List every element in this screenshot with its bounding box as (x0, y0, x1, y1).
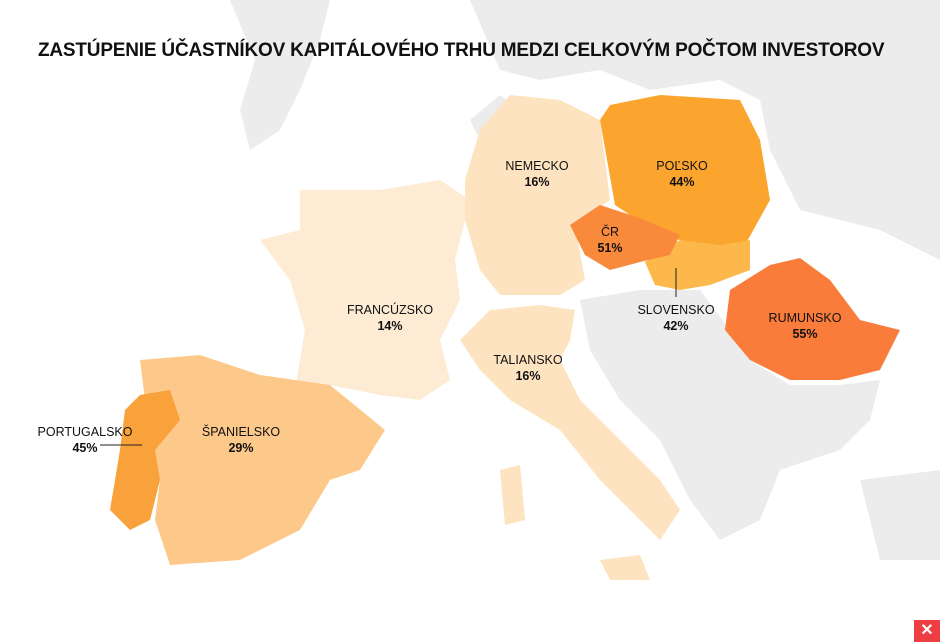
label-czechia: ČR 51% (597, 224, 622, 256)
country-value: 44% (669, 175, 695, 189)
country-value: 16% (524, 175, 550, 189)
country-value: 16% (515, 369, 541, 383)
country-value: 51% (597, 241, 623, 255)
label-poland: POĽSKO 44% (656, 158, 707, 190)
country-france[interactable] (260, 180, 470, 400)
country-value: 42% (663, 319, 689, 333)
label-france: FRANCÚZSKO 14% (347, 302, 433, 334)
country-poland[interactable] (600, 95, 770, 245)
label-romania: RUMUNSKO 55% (769, 310, 842, 342)
label-slovakia: SLOVENSKO 42% (637, 302, 714, 334)
background-land (230, 0, 940, 560)
label-spain: ŠPANIELSKO 29% (202, 424, 280, 456)
x-logo-icon: ✕ (914, 620, 940, 642)
country-romania[interactable] (725, 258, 900, 380)
country-name: RUMUNSKO (768, 311, 842, 325)
country-value: 55% (792, 327, 818, 341)
country-name: ČR (600, 225, 620, 239)
label-portugal: PORTUGALSKO 45% (38, 424, 133, 456)
chart-title: ZASTÚPENIE ÚČASTNÍKOV KAPITÁLOVÉHO TRHU … (38, 40, 885, 61)
country-italy[interactable] (460, 305, 680, 580)
country-name: TALIANSKO (493, 353, 563, 367)
label-italy: TALIANSKO 16% (493, 352, 562, 384)
country-value: 45% (72, 441, 98, 455)
country-value: 14% (377, 319, 403, 333)
country-spain[interactable] (140, 355, 385, 565)
country-value: 29% (228, 441, 254, 455)
country-name: NEMECKO (505, 159, 569, 173)
country-germany[interactable] (465, 95, 610, 295)
label-germany: NEMECKO 16% (505, 158, 568, 190)
country-portugal[interactable] (110, 390, 180, 530)
country-name: ŠPANIELSKO (201, 425, 281, 439)
country-name: POĽSKO (656, 159, 708, 173)
country-name: SLOVENSKO (637, 303, 715, 317)
country-name: PORTUGALSKO (37, 425, 133, 439)
country-czechia[interactable] (570, 205, 680, 270)
country-name: FRANCÚZSKO (346, 303, 434, 317)
